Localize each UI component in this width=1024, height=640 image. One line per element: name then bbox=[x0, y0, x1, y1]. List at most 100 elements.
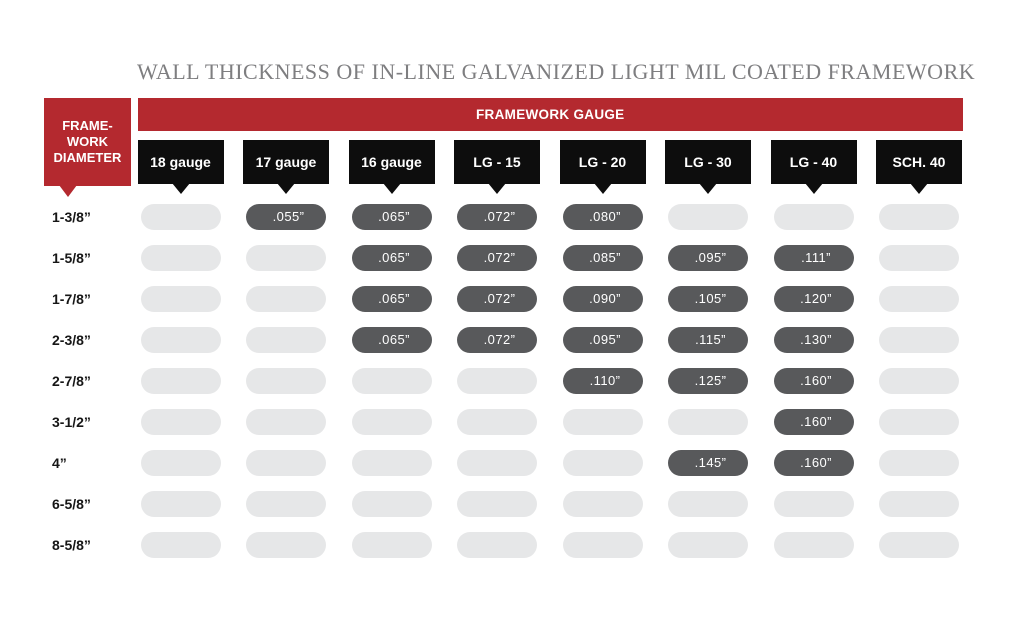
value-pill: .160” bbox=[773, 368, 854, 394]
value-pill: .115” bbox=[668, 327, 748, 353]
value-pill: .065” bbox=[351, 204, 432, 230]
empty-pill bbox=[668, 204, 748, 230]
empty-pill bbox=[246, 491, 326, 517]
empty-pill bbox=[879, 409, 959, 435]
empty-pill bbox=[773, 204, 854, 230]
value-pill: .072” bbox=[457, 327, 537, 353]
row-label: 1-7/8” bbox=[52, 291, 91, 307]
empty-pill bbox=[140, 204, 221, 230]
empty-pill bbox=[246, 450, 326, 476]
row-label: 3-1/2” bbox=[52, 414, 91, 430]
value-pill: .065” bbox=[351, 327, 432, 353]
empty-pill bbox=[246, 409, 326, 435]
table-row: 2-3/8” .065” .072” .095” .115” .130” bbox=[44, 327, 963, 353]
empty-pill bbox=[562, 532, 643, 558]
empty-pill bbox=[562, 491, 643, 517]
empty-pill bbox=[140, 245, 221, 271]
empty-pill bbox=[140, 450, 221, 476]
value-pill: .105” bbox=[668, 286, 748, 312]
empty-pill bbox=[140, 491, 221, 517]
column-header-row: 18 gauge 17 gauge 16 gauge LG - 15 LG - 20 LG… bbox=[137, 140, 964, 184]
column-header: LG - 30 bbox=[665, 140, 751, 184]
column-header: LG - 20 bbox=[559, 140, 646, 184]
empty-pill bbox=[879, 204, 959, 230]
table-row: 6-5/8” bbox=[44, 491, 963, 517]
empty-pill bbox=[879, 286, 959, 312]
value-pill: .160” bbox=[773, 409, 854, 435]
value-pill: .120” bbox=[773, 286, 854, 312]
empty-pill bbox=[246, 245, 326, 271]
value-pill: .072” bbox=[457, 204, 537, 230]
value-pill: .080” bbox=[562, 204, 643, 230]
table-body: 1-3/8” .055” .065” .072” .080” 1-5/8” .065” .07… bbox=[44, 204, 963, 558]
empty-pill bbox=[140, 532, 221, 558]
empty-pill bbox=[773, 491, 854, 517]
value-pill: .055” bbox=[246, 204, 326, 230]
empty-pill bbox=[879, 368, 959, 394]
empty-pill bbox=[879, 532, 959, 558]
framework-diameter-header: FRAME- WORK DIAMETER bbox=[44, 98, 131, 197]
column-header: SCH. 40 bbox=[876, 140, 962, 184]
row-label: 8-5/8” bbox=[52, 537, 91, 553]
value-pill: .160” bbox=[773, 450, 854, 476]
empty-pill bbox=[246, 327, 326, 353]
empty-pill bbox=[246, 532, 326, 558]
value-pill: .125” bbox=[668, 368, 748, 394]
row-label: 4” bbox=[52, 455, 67, 471]
row-label: 1-5/8” bbox=[52, 250, 91, 266]
empty-pill bbox=[668, 409, 748, 435]
empty-pill bbox=[246, 368, 326, 394]
column-header: 18 gauge bbox=[137, 140, 224, 184]
empty-pill bbox=[879, 327, 959, 353]
empty-pill bbox=[140, 286, 221, 312]
empty-pill bbox=[140, 327, 221, 353]
value-pill: .085” bbox=[562, 245, 643, 271]
empty-pill bbox=[351, 491, 432, 517]
value-pill: .090” bbox=[562, 286, 643, 312]
value-pill: .065” bbox=[351, 286, 432, 312]
value-pill: .130” bbox=[773, 327, 854, 353]
table-row: 4” .145” .160” bbox=[44, 450, 963, 476]
value-pill: .111” bbox=[773, 245, 854, 271]
value-pill: .110” bbox=[562, 368, 643, 394]
corner-line-1: FRAME- bbox=[62, 117, 113, 133]
empty-pill bbox=[879, 450, 959, 476]
page-title: WALL THICKNESS OF IN-LINE GALVANIZED LIG… bbox=[137, 59, 976, 84]
column-header: LG - 40 bbox=[770, 140, 857, 184]
row-label: 1-3/8” bbox=[52, 209, 91, 225]
table-row: 2-7/8” .110” .125” .160” bbox=[44, 368, 963, 394]
value-pill: .072” bbox=[457, 286, 537, 312]
empty-pill bbox=[140, 409, 221, 435]
empty-pill bbox=[879, 245, 959, 271]
empty-pill bbox=[773, 532, 854, 558]
table-row: 1-5/8” .065” .072” .085” .095” .111” bbox=[44, 245, 963, 271]
empty-pill bbox=[879, 491, 959, 517]
table-row: 3-1/2” .160” bbox=[44, 409, 963, 435]
empty-pill bbox=[351, 409, 432, 435]
row-label: 6-5/8” bbox=[52, 496, 91, 512]
empty-pill bbox=[140, 368, 221, 394]
table-row: 1-3/8” .055” .065” .072” .080” bbox=[44, 204, 963, 230]
empty-pill bbox=[351, 450, 432, 476]
empty-pill bbox=[457, 368, 537, 394]
table-row: 8-5/8” bbox=[44, 532, 963, 558]
column-header: LG - 15 bbox=[454, 140, 540, 184]
empty-pill bbox=[457, 450, 537, 476]
row-label: 2-7/8” bbox=[52, 373, 91, 389]
value-pill: .145” bbox=[668, 450, 748, 476]
empty-pill bbox=[668, 532, 748, 558]
row-label: 2-3/8” bbox=[52, 332, 91, 348]
empty-pill bbox=[457, 491, 537, 517]
column-header: 17 gauge bbox=[243, 140, 329, 184]
empty-pill bbox=[351, 368, 432, 394]
column-header: 16 gauge bbox=[348, 140, 435, 184]
empty-pill bbox=[351, 532, 432, 558]
value-pill: .065” bbox=[351, 245, 432, 271]
table-row: 1-7/8” .065” .072” .090” .105” .120” bbox=[44, 286, 963, 312]
value-pill: .095” bbox=[562, 327, 643, 353]
framework-table: FRAME- WORK DIAMETER FRAMEWORK GAUGE 18 … bbox=[44, 98, 963, 573]
framework-gauge-header: FRAMEWORK GAUGE bbox=[137, 98, 963, 131]
corner-line-2: WORK bbox=[66, 133, 109, 149]
value-pill: .095” bbox=[668, 245, 748, 271]
